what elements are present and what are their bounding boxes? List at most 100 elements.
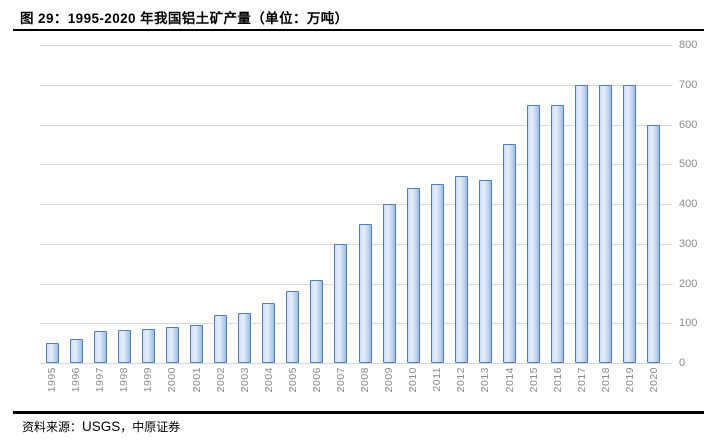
bar-slot-1997	[88, 45, 112, 363]
bar-slot-2005	[281, 45, 305, 363]
x-tick-label-1999: 1999	[142, 367, 155, 393]
x-tick-2016: 2016	[546, 367, 570, 392]
bar-slot-1998	[112, 45, 136, 363]
bar-slot-2001	[184, 45, 208, 363]
x-tick-label-2016: 2016	[551, 367, 564, 393]
x-tick-2018: 2018	[594, 367, 618, 392]
x-tick-2000: 2000	[160, 367, 184, 392]
y-tick-label-300: 300	[679, 237, 698, 250]
bar-slot-2002	[209, 45, 233, 363]
y-tick-label-700: 700	[679, 78, 698, 91]
x-axis-labels: 1995 1996 1997 1998 1999 2000 2001 2002 2003 2004…	[40, 367, 666, 392]
x-tick-2013: 2013	[473, 367, 497, 392]
bar-slot-2003	[233, 45, 257, 363]
source-name: USGS	[82, 419, 121, 434]
gridline-800	[40, 45, 672, 46]
bar-1998	[117, 330, 131, 363]
x-tick-2012: 2012	[449, 367, 473, 392]
bar-2019	[623, 84, 637, 363]
bar-slot-2008	[353, 45, 377, 363]
x-tick-2003: 2003	[233, 367, 257, 392]
x-tick-label-2000: 2000	[166, 367, 179, 393]
bar-2006	[310, 279, 324, 363]
bar-slot-2019	[618, 45, 642, 363]
y-tick-label-0: 0	[679, 357, 686, 369]
x-tick-2015: 2015	[522, 367, 546, 392]
y-tick-label-800: 800	[679, 39, 698, 51]
x-tick-label-2010: 2010	[407, 367, 420, 393]
x-tick-label-2014: 2014	[503, 367, 516, 393]
bar-slot-2007	[329, 45, 353, 363]
title-divider	[13, 29, 704, 31]
bar-2007	[334, 243, 348, 363]
chart-plot-area	[40, 45, 672, 364]
x-tick-2005: 2005	[281, 367, 305, 392]
bar-2013	[478, 180, 492, 363]
bar-2008	[358, 223, 372, 363]
bar-slot-1995	[40, 45, 64, 363]
gridline-700	[40, 84, 672, 86]
bar-2001	[190, 325, 203, 363]
x-tick-2019: 2019	[618, 367, 642, 392]
x-tick-2009: 2009	[377, 367, 401, 392]
bar-series	[40, 45, 666, 363]
x-tick-label-2001: 2001	[190, 367, 203, 393]
x-tick-label-2007: 2007	[334, 367, 347, 393]
x-tick-label-2013: 2013	[479, 367, 492, 393]
bar-slot-2006	[305, 45, 329, 363]
bar-slot-2011	[425, 45, 449, 363]
x-tick-label-2003: 2003	[238, 367, 251, 393]
x-tick-2010: 2010	[401, 367, 425, 392]
bar-slot-2018	[594, 45, 618, 363]
x-tick-2020: 2020	[642, 367, 666, 392]
bar-slot-2020	[642, 45, 666, 363]
bar-2016	[551, 104, 565, 363]
gridline-300	[40, 243, 672, 245]
x-tick-label-2008: 2008	[359, 367, 372, 393]
gridline-600	[40, 124, 672, 126]
bar-2020	[647, 124, 661, 363]
x-tick-label-2009: 2009	[383, 367, 396, 393]
bar-2011	[430, 184, 444, 363]
y-tick-label-400: 400	[679, 198, 698, 210]
y-tick-label-100: 100	[679, 317, 698, 330]
bar-1999	[141, 329, 155, 363]
x-tick-1998: 1998	[112, 367, 136, 392]
bar-slot-2010	[401, 45, 425, 363]
x-tick-2017: 2017	[570, 367, 594, 392]
x-tick-label-2005: 2005	[286, 367, 299, 393]
x-tick-label-1996: 1996	[70, 367, 83, 393]
source-label: 资料来源：	[22, 420, 83, 434]
bar-2005	[286, 291, 300, 363]
gridline-400	[40, 204, 672, 205]
bar-slot-2017	[570, 45, 594, 363]
x-tick-label-1995: 1995	[46, 367, 59, 393]
bar-slot-2013	[473, 45, 497, 363]
source-line: 资料来源：USGS，中原证券	[22, 418, 180, 435]
bar-1995	[45, 343, 59, 363]
bar-2014	[503, 144, 517, 363]
bar-2000	[165, 327, 179, 363]
x-tick-label-2019: 2019	[623, 367, 636, 393]
y-tick-label-200: 200	[679, 277, 698, 290]
y-tick-label-600: 600	[679, 118, 698, 131]
bar-slot-2016	[546, 45, 570, 363]
x-tick-label-2004: 2004	[262, 367, 275, 393]
x-tick-2004: 2004	[257, 367, 281, 392]
bar-slot-2009	[377, 45, 401, 363]
x-tick-label-2012: 2012	[455, 367, 468, 393]
x-tick-label-2002: 2002	[214, 367, 227, 393]
bar-slot-2012	[449, 45, 473, 363]
x-tick-label-2011: 2011	[431, 367, 444, 392]
bar-2003	[238, 313, 252, 363]
bar-2010	[406, 188, 420, 363]
x-tick-label-1997: 1997	[94, 367, 107, 393]
bar-slot-1999	[136, 45, 160, 363]
bar-slot-2004	[257, 45, 281, 363]
bar-slot-2015	[522, 45, 546, 363]
gridline-0	[40, 363, 672, 364]
x-tick-2002: 2002	[209, 367, 233, 392]
x-tick-2014: 2014	[497, 367, 521, 392]
x-tick-2011: 2011	[425, 367, 449, 392]
